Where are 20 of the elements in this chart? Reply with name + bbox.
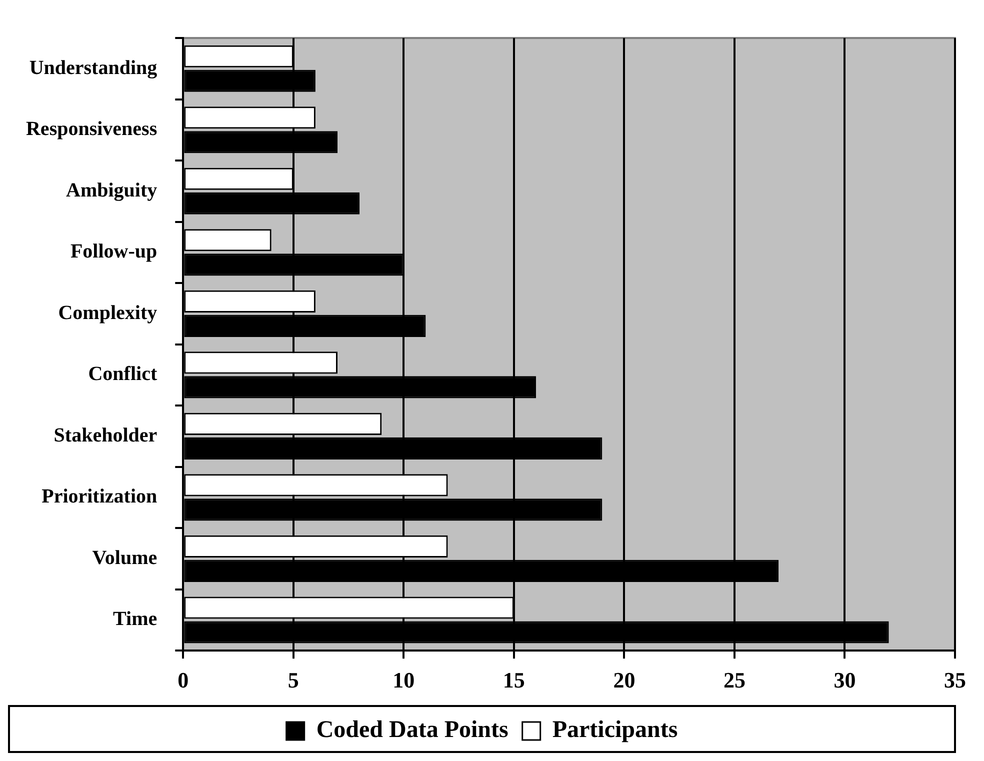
y-tick-label: Ambiguity [66,179,158,202]
y-tick-label: Conflict [88,363,158,386]
x-tick-label: 5 [288,667,299,692]
x-tick-label: 25 [723,667,746,692]
x-tick-label: 20 [613,667,636,692]
x-tick-label: 0 [178,667,189,692]
legend-label: Coded Data Points [316,717,508,744]
legend-label: Participants [552,717,678,744]
y-tick-label: Volume [92,546,158,569]
x-tick-label: 10 [392,667,415,692]
y-tick-label: Prioritization [42,486,158,508]
x-tick-label: 15 [502,667,525,692]
x-tick-label: 35 [944,667,966,692]
y-tick-label: Responsiveness [26,118,158,140]
y-tick-label: Understanding [29,56,158,79]
y-tick-label: Complexity [58,302,158,324]
y-tick-label: Time [113,608,158,630]
y-tick-label: Stakeholder [54,424,158,446]
x-tick-label: 30 [834,667,856,692]
y-tick-label: Follow-up [70,240,158,263]
